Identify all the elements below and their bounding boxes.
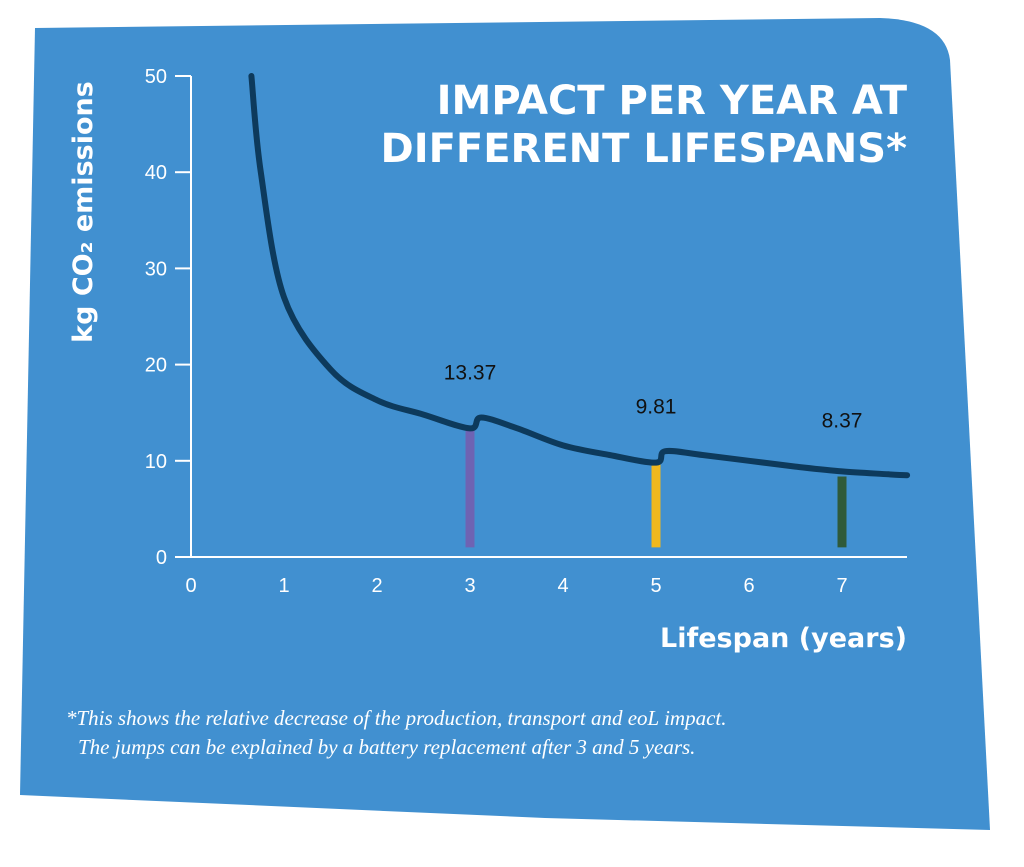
lifespan-markers [465, 428, 847, 548]
x-tick-label: 7 [836, 575, 847, 597]
x-tick-label: 6 [743, 575, 754, 597]
value-labels: 13.37 9.81 8.37 [444, 361, 863, 432]
value-label: 13.37 [444, 361, 497, 384]
chart-title: IMPACT PER YEAR AT DIFFERENT LIFESPANS* [380, 78, 907, 172]
footnote-line-2: The jumps can be explained by a battery … [78, 735, 695, 759]
emissions-curve-group [248, 73, 911, 479]
footnote-line-1: *This shows the relative decrease of the… [66, 706, 727, 730]
y-tick-label: 20 [145, 355, 167, 377]
y-tick-label: 40 [145, 162, 167, 184]
y-tick-label: 30 [145, 258, 167, 280]
emissions-curve [248, 73, 911, 479]
y-tick-label: 50 [145, 66, 167, 88]
y-axis-label: kg CO₂ emissions [68, 81, 99, 343]
x-tick-label: 4 [557, 575, 568, 597]
value-label: 8.37 [822, 409, 863, 432]
x-axis-ticks: 0 1 2 3 4 5 6 7 [185, 575, 847, 597]
y-axis-ticks: 0 10 20 30 40 50 [145, 66, 191, 569]
y-tick-label: 0 [156, 547, 167, 569]
chart-title-line-2: DIFFERENT LIFESPANS* [380, 126, 907, 172]
chart-axes [190, 76, 907, 558]
x-tick-label: 5 [650, 575, 661, 597]
x-tick-label: 0 [185, 575, 196, 597]
chart-title-line-1: IMPACT PER YEAR AT [437, 78, 908, 124]
x-tick-label: 3 [464, 575, 475, 597]
y-tick-label: 10 [145, 451, 167, 473]
value-label: 9.81 [636, 396, 677, 419]
x-tick-label: 1 [278, 575, 289, 597]
x-axis-label: Lifespan (years) [660, 623, 907, 654]
x-tick-label: 2 [371, 575, 382, 597]
